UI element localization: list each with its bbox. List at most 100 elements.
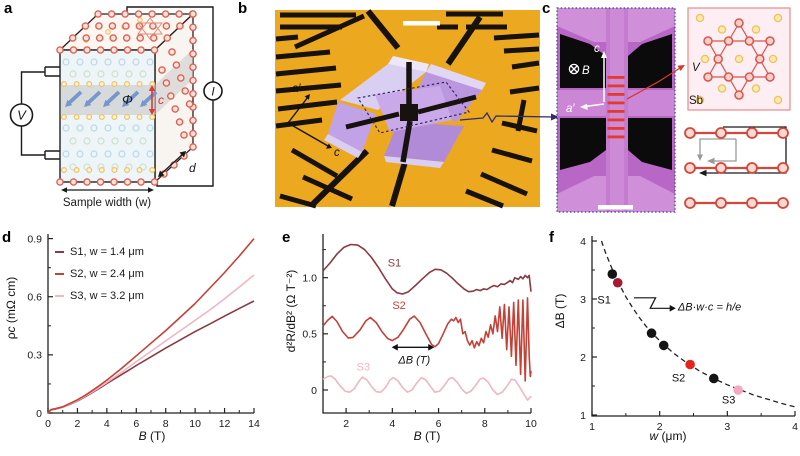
data-point [709,373,719,384]
v-atom-label: V [692,62,701,74]
x-tick-label: 4 [792,421,798,433]
sb-atoms [60,17,156,174]
axes-arrows [287,94,332,149]
x-tick-label: 2 [657,421,663,433]
axes [591,236,795,417]
lattice-leader-arrow [626,65,685,100]
flux-label: Φ [122,92,133,107]
x-tick-label: 2 [75,418,81,430]
x-tick-label: 0 [45,418,51,430]
delta-b-label: ΔB (T) [397,355,430,367]
crystal-flake [324,56,486,168]
arrowhead [122,99,130,107]
thickness-arrow [158,151,186,177]
point-label: S3 [722,394,735,406]
kagome-layer-marks [607,76,625,139]
y-tick-label: 1.0 [302,272,317,284]
panel-label-f: f [549,229,554,246]
data-point-S3 [733,385,743,395]
chart-d-y-title: ρc (mΩ cm) [4,276,18,340]
voltmeter-label: V [17,108,27,123]
y-tick-label: 0 [36,408,42,420]
oscillation-chart: 2 4 6 8 10 0 0.5 1.0 S1 S2 S3 ΔB (T) [302,234,537,430]
hall-bar-outline [357,81,471,134]
c-field-label: B [582,65,590,77]
sb-atom-label: Sb [689,95,703,107]
flux-band-side [155,49,193,115]
legend-label: S3, w = 3.2 μm [70,290,144,302]
thickness-label: d [189,161,196,175]
spin-arrows [65,90,158,107]
chart-f-y-title: ΔB (T) [553,293,567,329]
x-tick-label: 4 [104,418,110,430]
sb-lattice-atoms [695,13,783,105]
kagome-sketch [137,17,163,40]
ammeter-icon [203,81,223,101]
field-into-page-icon [568,63,580,75]
x-tick-label: 1 [589,421,595,433]
panel-label-d: d [2,229,12,246]
legend-swatch [55,272,64,276]
arrowhead [669,304,676,312]
chart-e-y-title: d²R/dB² (Ω T⁻²) [284,269,298,353]
series-S1 [47,300,255,414]
axes [322,234,531,414]
c-a-axis-label: a′ [566,103,575,115]
resistivity-chart: 0 2 4 6 8 10 12 14 0 0.3 0.6 0.9 [27,233,260,430]
x-tick-label: 4 [389,418,395,430]
device-sem-image: a′ c [275,9,540,209]
arrowhead [391,344,398,351]
y-tick-label: 0.6 [27,292,42,304]
interior-atoms [62,58,154,171]
interlayer-loop-diagram [684,126,789,209]
series-S1 [322,243,532,295]
sample-schematic: Φ c d V I Sample width (w) [9,6,223,209]
legend-label: S1, w = 1.4 μm [70,246,144,258]
chart-d-legend: S1, w = 1.4 μm S2, w = 2.4 μm S3, w = 3.2 … [55,241,144,307]
legend-swatch [55,294,64,298]
chart-f-x-title: w (μm) [649,429,687,443]
sample-width-arrow [61,187,154,193]
data-point [607,269,618,279]
x-tick-label: 6 [133,418,139,430]
chain-atoms [684,127,789,209]
x-tick-label: 6 [436,418,442,430]
ammeter-label: I [211,85,215,99]
chart-d-x-title: B (T) [138,429,166,443]
y-tick-label: 0.3 [27,350,42,362]
legend-entry: S1, w = 1.4 μm [55,241,144,263]
voltmeter-icon [9,103,34,127]
x-tick-label: 14 [248,418,260,430]
fit-curve [600,240,796,408]
data-point [658,340,669,351]
data-point-S1 [612,277,623,288]
series-label: S2 [392,300,405,312]
series-S2 [322,297,532,382]
x-tick-label: 10 [525,418,537,430]
flux-quantum-annotation: ΔB·w·c = h/e [677,302,741,314]
point-label: S2 [672,372,685,384]
arrowhead [103,99,111,107]
scale-bar [403,21,440,26]
y-tick-label: 4 [580,236,586,248]
panel-label-c: c [542,0,551,17]
x-tick-label: 10 [189,418,201,430]
y-tick-label: 0 [311,385,317,397]
legend-swatch [55,250,64,254]
series-S3 [322,375,532,401]
b-c-axis-label: c [334,147,340,159]
c-axes-arrows [580,51,607,110]
c-c-axis-label: c [594,43,600,55]
sample-width-label: Sample width (w) [63,197,151,209]
point-label: S1 [597,295,610,307]
x-tick-label: 3 [724,421,730,433]
v-lattice-atoms [703,18,775,100]
y-tick-label: 3 [580,294,586,306]
etched-trenches [275,9,540,209]
x-tick-label: 8 [163,418,169,430]
kagome-lattice-diagram: V Sb [687,7,791,111]
legend-label: S2, w = 2.4 μm [70,268,144,280]
arrowhead [84,99,92,107]
c-axis-arrow [148,85,156,115]
chart-e-x-title: B (T) [413,429,441,443]
